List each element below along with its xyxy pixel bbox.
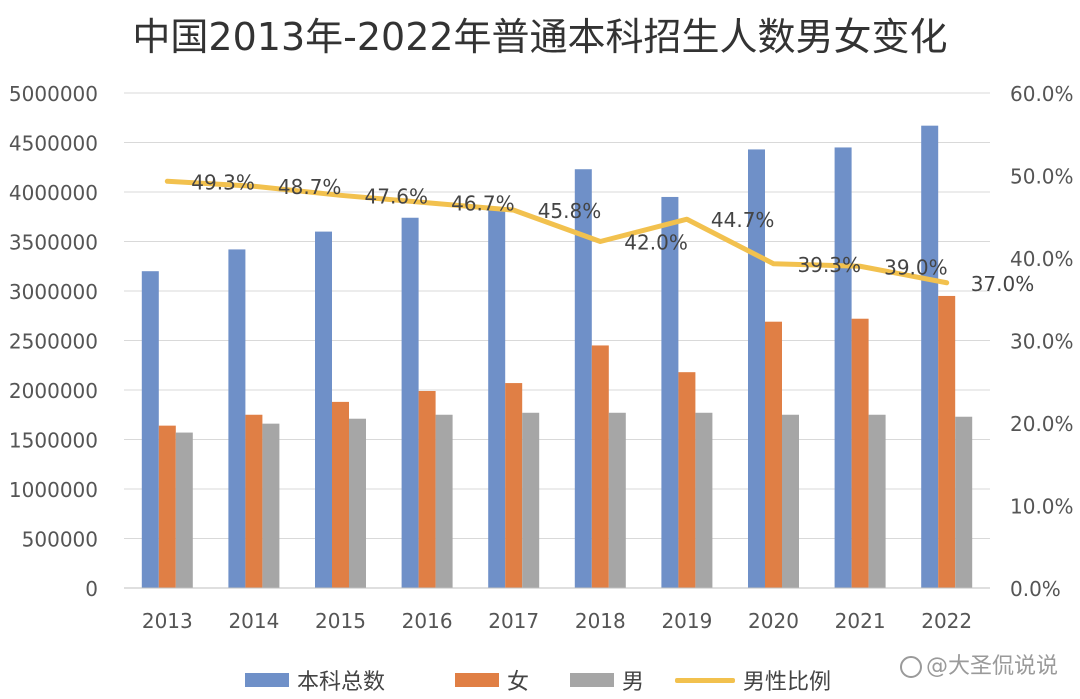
x-tick-label: 2014: [228, 609, 279, 633]
male-ratio-data-label: 46.7%: [451, 192, 515, 216]
legend-item-female: 女: [455, 664, 529, 696]
legend-item-male-ratio: 男性比例: [675, 664, 831, 696]
male-ratio-data-label: 48.7%: [278, 175, 342, 199]
line-layer: 49.3% 48.7% 47.6% 46.7% 45.8% 42.0% 44.7% 39.3%…: [164, 170, 1035, 296]
bar: [175, 432, 193, 588]
legend-swatch-male: [570, 673, 614, 687]
y-left-tick-label: 500000: [22, 528, 98, 552]
x-tick-label: 2017: [488, 609, 539, 633]
legend-swatch-female: [455, 673, 499, 687]
male-ratio-data-label: 49.3%: [191, 170, 255, 194]
y-left-tick-label: 0: [85, 577, 98, 601]
y-right-tick-label: 40.0%: [1010, 247, 1074, 271]
legend-item-male: 男: [570, 664, 644, 696]
legend-label-female: 女: [507, 670, 530, 695]
bar: [488, 208, 506, 588]
y-left-tick-label: 5000000: [9, 82, 98, 106]
y-right-tick-label: 10.0%: [1010, 495, 1074, 519]
y-right-tick-label: 50.0%: [1010, 165, 1074, 189]
male-ratio-data-label: 39.0%: [884, 255, 948, 279]
x-axis: 2013 2014 2015 2016 2017 2018 2019 2020 2021 2022: [124, 587, 990, 633]
y-left-tick-label: 4000000: [9, 181, 98, 205]
x-tick-label: 2020: [748, 609, 799, 633]
male-ratio-data-label: 42.0%: [624, 231, 688, 255]
chart-title: 中国2013年-2022年普通本科招生人数男女变化: [132, 15, 948, 59]
male-ratio-data-label: 44.7%: [711, 208, 775, 232]
bar: [938, 295, 956, 588]
bar: [782, 414, 799, 588]
legend-label-male: 男: [622, 670, 645, 695]
y-left-tick-label: 3000000: [9, 280, 98, 304]
bar-layer: [141, 125, 973, 589]
male-ratio-data-label: 45.8%: [538, 199, 602, 223]
watermark-text: @大圣侃说说: [925, 654, 1058, 679]
legend-label-total: 本科总数: [297, 670, 386, 695]
bar: [851, 318, 869, 588]
bar: [765, 321, 782, 588]
legend-label-male-ratio: 男性比例: [743, 670, 832, 695]
y-left-tick-label: 4500000: [9, 132, 98, 156]
x-tick-label: 2016: [402, 609, 453, 633]
bar: [661, 196, 679, 588]
male-ratio-line: [164, 178, 950, 286]
y-right-tick-label: 0.0%: [1010, 577, 1061, 601]
x-tick-label: 2019: [661, 609, 712, 633]
bar: [158, 425, 176, 588]
left-axis: 0 500000 1000000 1500000 2000000 2500000 30000…: [9, 82, 98, 601]
y-right-tick-label: 60.0%: [1010, 82, 1074, 106]
y-left-tick-label: 1000000: [9, 478, 98, 502]
bar: [401, 217, 419, 589]
bar: [921, 125, 939, 589]
bar: [574, 169, 592, 589]
watermark-logo-icon: [899, 656, 922, 678]
male-ratio-data-label: 37.0%: [971, 272, 1035, 296]
bar: [608, 412, 626, 588]
y-right-tick-label: 20.0%: [1010, 412, 1074, 436]
male-ratio-data-label: 39.3%: [798, 253, 862, 277]
bar: [955, 416, 973, 588]
legend-swatch-total: [245, 673, 289, 687]
bar: [141, 271, 159, 588]
y-left-tick-label: 2500000: [9, 330, 98, 354]
bar: [834, 147, 852, 588]
bar: [349, 418, 366, 588]
y-left-tick-label: 2000000: [9, 379, 98, 403]
male-ratio-data-label: 47.6%: [365, 184, 429, 208]
right-axis: 0.0% 10.0% 20.0% 30.0% 40.0% 50.0% 60.0%: [1010, 82, 1074, 601]
x-tick-label: 2018: [575, 609, 626, 633]
bar: [332, 401, 349, 588]
bar: [591, 345, 609, 588]
y-left-tick-label: 1500000: [9, 429, 98, 453]
legend-item-total: 本科总数: [245, 664, 385, 696]
bar: [435, 414, 453, 588]
bar: [868, 414, 886, 588]
bar: [522, 412, 540, 588]
x-tick-label: 2013: [142, 609, 193, 633]
bar: [245, 414, 263, 588]
x-tick-label: 2015: [315, 609, 366, 633]
bar: [505, 383, 523, 588]
legend: 本科总数 女 男 男性比例: [0, 664, 1080, 696]
bar: [678, 372, 696, 588]
bar: [262, 423, 280, 588]
y-right-tick-label: 30.0%: [1010, 330, 1074, 354]
y-left-tick-label: 3500000: [9, 231, 98, 255]
legend-line-male-ratio: [675, 677, 735, 683]
bar: [315, 231, 332, 588]
x-tick-label: 2022: [921, 609, 972, 633]
watermark: @大圣侃说说: [899, 648, 1058, 680]
bar: [418, 390, 436, 588]
bar: [228, 249, 246, 589]
bar: [695, 412, 713, 588]
x-tick-label: 2021: [835, 609, 886, 633]
